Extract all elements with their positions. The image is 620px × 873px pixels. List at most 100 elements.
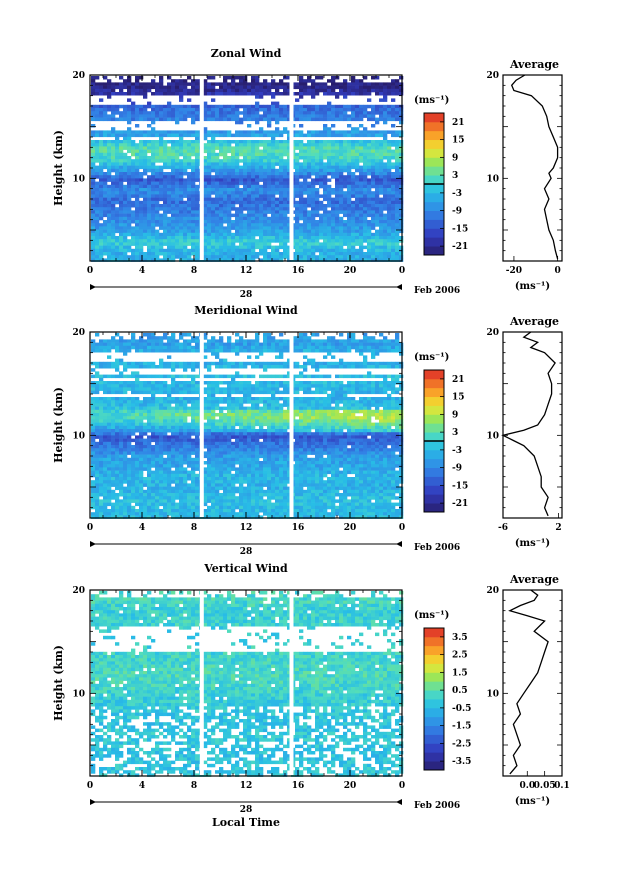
heatmap-cell xyxy=(347,216,352,221)
heatmap-cell xyxy=(247,252,252,256)
heatmap-cell xyxy=(247,140,252,144)
heatmap-cell xyxy=(243,374,248,379)
heatmap-cell xyxy=(203,181,208,186)
heatmap-cell xyxy=(339,223,344,227)
heatmap-cell xyxy=(307,384,312,388)
heatmap-cell xyxy=(219,117,224,122)
heatmap-cell xyxy=(143,252,148,256)
heatmap-cell xyxy=(159,111,164,115)
heatmap-cell xyxy=(191,397,196,401)
heatmap-cell xyxy=(335,248,340,253)
heatmap-cell xyxy=(203,136,208,141)
heatmap-cell xyxy=(215,184,220,189)
heatmap-cell xyxy=(155,133,160,138)
heatmap-cell xyxy=(287,140,292,144)
heatmap-cell xyxy=(147,178,152,182)
heatmap-cell xyxy=(159,258,164,262)
heatmap-cell xyxy=(207,207,212,211)
heatmap-cell xyxy=(267,130,272,134)
heatmap-cell xyxy=(135,384,140,388)
heatmap-cell xyxy=(235,130,240,134)
heatmap-cell xyxy=(231,381,236,385)
heatmap-cell xyxy=(259,85,264,90)
heatmap-cell xyxy=(171,165,176,170)
heatmap-cell xyxy=(383,345,388,350)
heatmap-cell xyxy=(259,104,264,109)
heatmap-cell xyxy=(299,213,304,218)
heatmap-cell xyxy=(267,229,272,234)
heatmap-cell xyxy=(147,374,152,379)
heatmap-cell xyxy=(331,210,336,214)
heatmap-cell xyxy=(235,387,240,391)
heatmap-cell xyxy=(175,111,180,115)
heatmap-cell xyxy=(171,226,176,230)
heatmap-cell xyxy=(343,165,348,170)
heatmap-cell xyxy=(135,248,140,253)
heatmap-cell xyxy=(147,390,152,395)
heatmap-cell xyxy=(339,384,344,388)
heatmap-cell xyxy=(167,200,172,205)
heatmap-cell xyxy=(239,229,244,234)
heatmap-cell xyxy=(139,361,144,366)
heatmap-cell xyxy=(131,133,136,138)
heatmap-cell xyxy=(283,175,288,179)
heatmap-cell xyxy=(327,229,332,234)
heatmap-cell xyxy=(299,191,304,195)
heatmap-cell xyxy=(395,361,400,366)
heatmap-cell xyxy=(111,400,116,404)
heatmap-cell xyxy=(343,88,348,93)
heatmap-cell xyxy=(231,242,236,246)
heatmap-cell xyxy=(343,133,348,138)
heatmap-cell xyxy=(355,149,360,154)
heatmap-cell xyxy=(223,210,228,214)
heatmap-cell xyxy=(239,88,244,93)
heatmap-cell xyxy=(163,384,168,388)
heatmap-cell xyxy=(223,114,228,118)
heatmap-cell xyxy=(211,239,216,243)
heatmap-cell xyxy=(255,130,260,134)
heatmap-cell xyxy=(279,79,284,83)
heatmap-cell xyxy=(131,255,136,259)
heatmap-cell xyxy=(227,361,232,366)
heatmap-cell xyxy=(307,143,312,147)
heatmap-cell xyxy=(367,223,372,227)
heatmap-cell xyxy=(363,232,368,237)
heatmap-cell xyxy=(195,229,200,234)
heatmap-cell xyxy=(263,143,268,147)
heatmap-cell xyxy=(175,152,180,157)
heatmap-cell xyxy=(143,226,148,230)
heatmap-cell xyxy=(119,172,124,176)
heatmap-cell xyxy=(347,255,352,259)
heatmap-cell xyxy=(191,175,196,179)
heatmap-cell xyxy=(207,258,212,262)
heatmap-cell xyxy=(391,345,396,350)
heatmap-cell xyxy=(303,82,308,86)
heatmap-cell xyxy=(151,178,156,182)
heatmap-cell xyxy=(95,133,100,138)
heatmap-cell xyxy=(275,397,280,401)
heatmap-cell xyxy=(395,400,400,404)
heatmap-cell xyxy=(259,361,264,366)
heatmap-cell xyxy=(343,181,348,186)
heatmap-cell xyxy=(263,162,268,166)
heatmap-cell xyxy=(379,143,384,147)
heatmap-cell xyxy=(187,400,192,404)
heatmap-cell xyxy=(307,152,312,157)
heatmap-cell xyxy=(283,342,288,347)
heatmap-cell xyxy=(223,184,228,189)
heatmap-cell xyxy=(207,184,212,189)
heatmap-cell xyxy=(343,345,348,350)
heatmap-cell xyxy=(379,342,384,347)
heatmap-cell xyxy=(187,133,192,138)
heatmap-cell xyxy=(395,162,400,166)
heatmap-cell xyxy=(147,85,152,90)
heatmap-cell xyxy=(143,162,148,166)
heatmap-cell xyxy=(395,82,400,86)
heatmap-cell xyxy=(103,200,108,205)
heatmap-cell xyxy=(299,223,304,227)
heatmap-cell xyxy=(255,149,260,154)
heatmap-cell xyxy=(103,397,108,401)
heatmap-cell xyxy=(99,82,104,86)
heatmap-cell xyxy=(251,226,256,230)
heatmap-cell xyxy=(151,345,156,350)
